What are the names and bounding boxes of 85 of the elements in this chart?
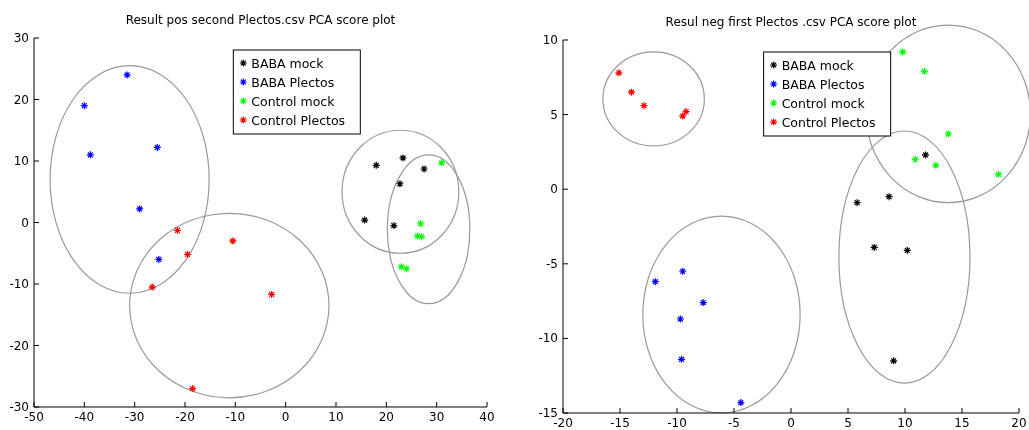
x-tick-label: 40: [479, 410, 495, 424]
point: [682, 107, 691, 116]
x-tick-label: -10: [225, 410, 246, 424]
x-tick-label: -30: [124, 410, 145, 424]
point: [402, 264, 411, 273]
x-tick-label: 0: [281, 410, 290, 424]
x-tick-label: 5: [844, 416, 852, 430]
x-tick-label: 10: [328, 410, 344, 424]
x-tick-label: 10: [897, 416, 913, 430]
point: [183, 250, 192, 259]
x-tick-label: 20: [1011, 416, 1027, 430]
point: [398, 153, 408, 163]
x-tick-label: -40: [74, 410, 95, 424]
point: [135, 204, 144, 214]
point: [148, 282, 157, 292]
point: [188, 384, 197, 393]
x-tick-label: 0: [787, 416, 795, 430]
y-tick-label: 10: [13, 154, 29, 168]
point: [153, 143, 162, 152]
point: [123, 70, 132, 79]
point: [921, 150, 930, 159]
legend-label: Control Plectos: [781, 114, 876, 130]
point: [437, 158, 446, 167]
point: [417, 232, 426, 241]
y-tick-label: -5: [546, 256, 558, 271]
point: [267, 290, 276, 299]
point: [870, 243, 879, 252]
x-tick-label: 30: [429, 410, 445, 424]
point: [889, 356, 898, 365]
point: [678, 267, 687, 276]
legend-label: Control mock: [781, 95, 866, 111]
point: [898, 47, 907, 57]
point: [627, 88, 636, 97]
point: [944, 129, 953, 139]
point: [677, 355, 686, 364]
chart-title: Result pos second Plectos.csv PCA score plot: [125, 13, 396, 27]
point: [86, 150, 95, 159]
point: [389, 221, 398, 230]
point: [884, 192, 894, 201]
point: [639, 101, 649, 110]
chart-title: Resul neg first Plectos .csv PCA score plot: [665, 15, 917, 29]
legend-label: Control Plectos: [251, 112, 346, 128]
legend-label: BABA mock: [781, 57, 855, 73]
point: [372, 161, 381, 170]
point: [614, 68, 623, 77]
point: [416, 219, 425, 228]
point: [419, 164, 429, 174]
point: [911, 155, 920, 164]
y-tick-label: 0: [21, 215, 29, 230]
legend-label: BABA Plectos: [251, 74, 335, 90]
point: [397, 262, 406, 271]
point: [651, 277, 660, 286]
y-tick-label: 30: [13, 31, 29, 45]
y-tick-label: -20: [9, 338, 29, 353]
y-tick-label: 20: [13, 92, 29, 107]
point: [678, 111, 687, 121]
point: [154, 255, 163, 264]
point: [736, 398, 745, 407]
y-tick-label: -10: [9, 277, 29, 291]
legend-label: BABA mock: [251, 55, 325, 71]
point: [360, 215, 369, 225]
point: [699, 298, 708, 307]
x-tick-label: 15: [954, 416, 970, 430]
x-tick-label: -20: [175, 410, 195, 424]
point: [853, 198, 862, 207]
x-tick-label: 20: [378, 410, 394, 424]
point: [413, 231, 422, 241]
y-tick-label: 0: [550, 182, 558, 197]
y-tick-label: 10: [542, 33, 558, 47]
x-tick-label: -5: [728, 416, 740, 430]
point: [173, 226, 182, 235]
point: [395, 179, 405, 188]
legend-label: BABA Plectos: [781, 76, 865, 92]
x-tick-label: -10: [667, 416, 687, 430]
x-tick-label: -15: [610, 416, 630, 430]
point: [903, 246, 912, 255]
point: [676, 314, 685, 324]
legend-label: Control mock: [251, 93, 336, 109]
point: [228, 236, 237, 246]
y-tick-label: -10: [538, 331, 558, 346]
point: [994, 170, 1003, 179]
point: [931, 161, 940, 170]
y-tick-label: 5: [550, 107, 558, 122]
point: [920, 67, 929, 76]
point: [80, 101, 89, 110]
